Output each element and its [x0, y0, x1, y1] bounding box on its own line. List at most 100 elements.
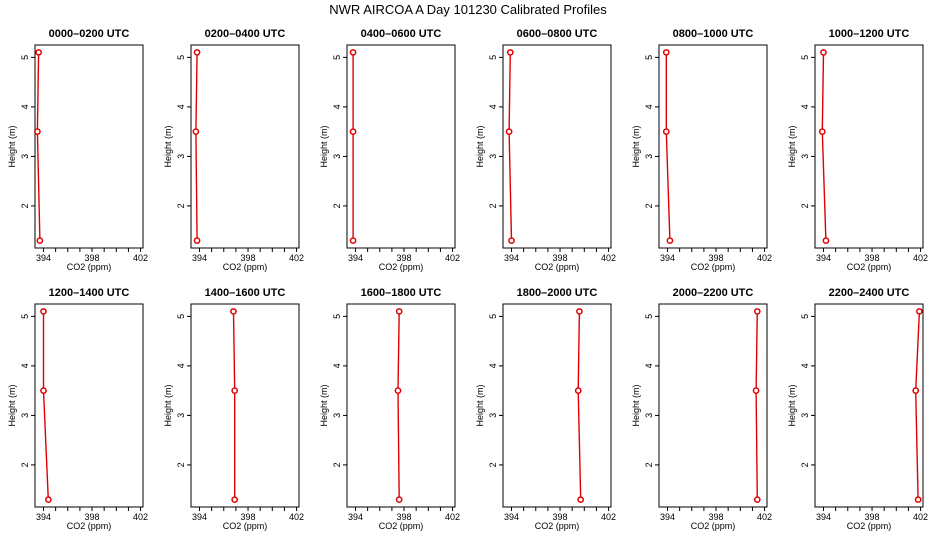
data-point	[230, 308, 237, 315]
data-point	[916, 308, 923, 315]
y-tick-label: 3	[332, 154, 342, 159]
x-tick-label: 398	[241, 512, 256, 522]
y-tick-label: 3	[488, 154, 498, 159]
profile-panel: 1800–2000 UTC 394 398 402 2 3 4 5 CO2 (ppm) Heigh…	[475, 287, 616, 531]
data-point	[395, 496, 403, 503]
plot-frame	[502, 303, 612, 508]
data-point	[912, 387, 920, 394]
data-point	[349, 128, 357, 135]
data-point	[822, 237, 830, 244]
x-tick-label: 402	[913, 253, 928, 263]
panel-title: 0800–1000 UTC	[673, 28, 754, 40]
profile-line	[914, 311, 921, 500]
profile-line	[36, 52, 41, 241]
y-tick-label: 2	[20, 462, 30, 467]
y-axis-label: Height (m)	[787, 384, 797, 426]
x-tick-label: 402	[133, 253, 148, 263]
data-point	[818, 128, 826, 135]
x-tick-label: 398	[553, 512, 568, 522]
data-point	[662, 49, 670, 56]
x-axis-label: CO2 (ppm)	[847, 262, 892, 272]
x-tick-label: 394	[348, 512, 363, 522]
y-tick-label: 5	[20, 314, 30, 319]
y-tick-label: 4	[488, 104, 498, 109]
y-tick-label: 4	[332, 104, 342, 109]
plot-frame	[502, 44, 612, 249]
plot-frame	[190, 44, 300, 249]
y-tick-label: 4	[20, 363, 30, 368]
profile-line	[508, 52, 513, 241]
panel-title: 1800–2000 UTC	[517, 287, 598, 299]
profile-panel: 1600–1800 UTC 394 398 402 2 3 4 5 CO2 (ppm) Heigh…	[319, 287, 460, 531]
profile-line	[195, 52, 198, 241]
profile-panel: 2000–2200 UTC 394 398 402 2 3 4 5 CO2 (ppm) Heigh…	[631, 287, 772, 531]
panel-title: 0200–0400 UTC	[205, 28, 286, 40]
y-tick-label: 3	[20, 154, 30, 159]
data-point	[44, 496, 52, 503]
plot-frame	[658, 303, 768, 508]
x-axis-label: CO2 (ppm)	[691, 262, 736, 272]
y-tick-label: 2	[644, 203, 654, 208]
x-tick-label: 394	[660, 253, 675, 263]
data-point	[666, 237, 674, 244]
x-axis-label: CO2 (ppm)	[535, 262, 580, 272]
data-point	[576, 308, 583, 315]
x-axis-label: CO2 (ppm)	[379, 521, 424, 531]
y-tick-label: 2	[488, 203, 498, 208]
profile-panel: 0600–0800 UTC 394 398 402 2 3 4 5 CO2 (ppm) Heigh…	[475, 28, 616, 272]
profile-panel: 0200–0400 UTC 394 398 402 2 3 4 5 CO2 (ppm) Heigh…	[163, 28, 304, 272]
x-tick-label: 402	[757, 253, 772, 263]
y-tick-label: 4	[800, 363, 810, 368]
panel-title: 1600–1800 UTC	[361, 287, 442, 299]
x-axis-label: CO2 (ppm)	[67, 521, 112, 531]
plot-frame	[34, 44, 144, 249]
data-point	[35, 49, 42, 56]
x-axis-label: CO2 (ppm)	[847, 521, 892, 531]
x-axis-label: CO2 (ppm)	[223, 262, 268, 272]
data-point	[40, 308, 47, 315]
plot-frame	[658, 44, 768, 249]
data-point	[753, 496, 761, 503]
data-point	[506, 49, 514, 56]
profile-panel: 1200–1400 UTC 394 398 402 2 3 4 5 CO2 (ppm) Heigh…	[7, 287, 148, 531]
panel-grid: 0000–0200 UTC 394 398 402 2 3 4 5 CO2 (ppm) Heigh…	[7, 28, 928, 531]
data-point	[349, 49, 357, 56]
x-tick-label: 394	[504, 253, 519, 263]
profile-line	[665, 52, 671, 241]
x-tick-label: 398	[709, 512, 724, 522]
profile-line	[397, 311, 400, 500]
plot-frame	[34, 303, 144, 508]
y-tick-label: 5	[800, 55, 810, 60]
data-point	[577, 496, 585, 503]
profile-panel: 1000–1200 UTC 394 398 402 2 3 4 5 CO2 (ppm) Heigh…	[787, 28, 928, 272]
x-tick-label: 394	[660, 512, 675, 522]
panel-title: 1400–1600 UTC	[205, 287, 286, 299]
x-axis-label: CO2 (ppm)	[379, 262, 424, 272]
y-axis-label: Height (m)	[163, 384, 173, 426]
y-axis-label: Height (m)	[631, 384, 641, 426]
x-tick-label: 394	[816, 512, 831, 522]
y-tick-label: 5	[332, 314, 342, 319]
data-point	[394, 387, 402, 394]
y-tick-label: 2	[332, 203, 342, 208]
data-point	[349, 237, 357, 244]
x-tick-label: 402	[601, 512, 616, 522]
y-tick-label: 3	[488, 413, 498, 418]
y-tick-label: 3	[644, 413, 654, 418]
y-tick-label: 3	[176, 154, 186, 159]
data-point	[662, 128, 670, 135]
y-tick-label: 4	[176, 104, 186, 109]
y-tick-label: 2	[644, 462, 654, 467]
panel-title: 2200–2400 UTC	[829, 287, 910, 299]
data-point	[505, 128, 513, 135]
x-tick-label: 398	[241, 253, 256, 263]
x-tick-label: 398	[709, 253, 724, 263]
y-tick-label: 4	[800, 104, 810, 109]
x-axis-label: CO2 (ppm)	[67, 262, 112, 272]
x-tick-label: 402	[757, 512, 772, 522]
x-tick-label: 398	[553, 253, 568, 263]
panel-title: 1000–1200 UTC	[829, 28, 910, 40]
x-tick-label: 394	[348, 253, 363, 263]
x-tick-label: 394	[36, 253, 51, 263]
